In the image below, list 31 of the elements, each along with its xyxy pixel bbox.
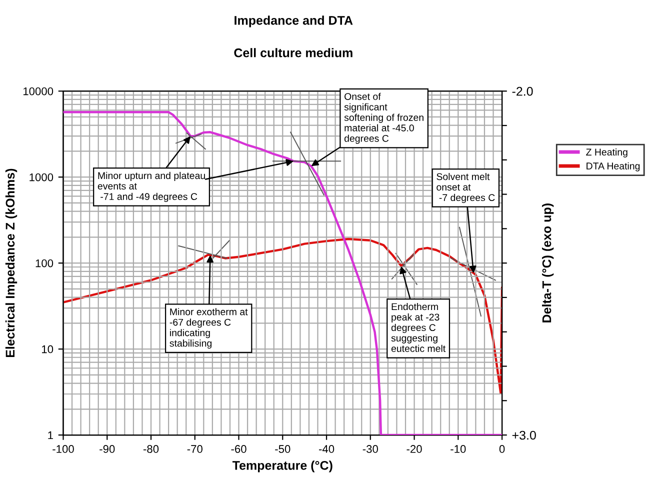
y-tick-label: 10000	[23, 87, 54, 96]
x-axis-title: Temperature (°C)	[232, 460, 332, 472]
x-tick-label: -100	[52, 445, 74, 453]
x-tick-label: -70	[187, 445, 202, 453]
chart-subtitle: Cell culture medium	[234, 48, 352, 58]
y-tick-label: 100	[36, 259, 54, 268]
legend-label: Z Heating	[586, 148, 628, 158]
x-tick-label: -10	[450, 445, 466, 453]
chart-title: Impedance and DTA	[234, 16, 353, 28]
annotation: Endotherm peak at -23 degrees C suggesting eutectic melt	[391, 302, 446, 352]
annotation: Solvent melt onset at -7 degrees C	[436, 172, 495, 203]
x-tick-label: 0	[499, 445, 505, 453]
x-tick-label: -60	[231, 445, 246, 453]
y-tick-label: 1	[48, 431, 53, 440]
y2-axis-title: Delta-T (°C) (exo up)	[542, 204, 554, 322]
x-tick-label: -80	[143, 445, 159, 453]
x-tick-label: -30	[362, 445, 378, 453]
y-axis-title: Electrical Impedance Z (kOhms)	[5, 168, 18, 358]
legend-label: DTA Heating	[586, 162, 640, 172]
x-tick-label: -50	[275, 445, 290, 453]
x-tick-label: -20	[406, 445, 422, 453]
annotation: Onset of significant softening of frozen material at -45.0 degrees C	[344, 92, 424, 144]
y2-tick-label: +3.0	[512, 430, 536, 440]
y-tick-label: 10	[42, 345, 54, 354]
x-tick-label: -40	[318, 445, 334, 453]
annotation: Minor exotherm at -67 degrees C indicating stabilising	[170, 308, 248, 349]
annotation: Minor upturn and plateau events at -71 and -49 degrees C	[98, 172, 205, 202]
line-series	[63, 238, 502, 394]
x-tick-label: -90	[100, 445, 115, 453]
y2-tick-label: -2.0	[512, 86, 533, 96]
y-tick-label: 1000	[30, 173, 54, 182]
